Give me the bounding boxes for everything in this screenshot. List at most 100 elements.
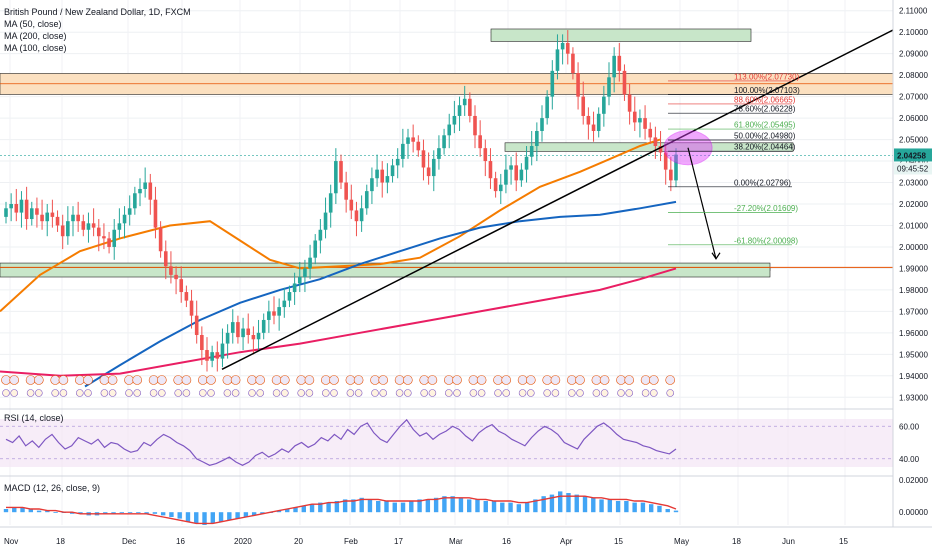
candle-body: [112, 229, 117, 247]
candle-body: [71, 214, 75, 222]
event-marker: [50, 375, 61, 385]
candle-body: [653, 137, 658, 147]
rsi-legend[interactable]: RSI (14, close): [4, 413, 64, 423]
candle-body: [24, 199, 29, 220]
current-price-tag: [894, 148, 932, 162]
price-tick-label: 2.09000: [899, 50, 928, 59]
drawings[interactable]: 113.00%(2.07730) 100.00%(2.07103)88.60%(2…: [221, 29, 894, 371]
candle-body: [535, 130, 539, 147]
candle-body: [395, 158, 400, 166]
macd-histogram-bar: [632, 502, 637, 513]
macd-histogram-bar: [574, 494, 579, 513]
event-marker: [469, 389, 478, 397]
candle-body: [122, 214, 127, 224]
ma200-legend[interactable]: MA (200, close): [4, 31, 67, 41]
event-marker: [640, 375, 651, 385]
event-marker: [420, 389, 429, 397]
event-marker: [272, 389, 281, 397]
event-marker: [248, 389, 256, 397]
candle-body: [205, 350, 209, 361]
event-marker: [100, 389, 109, 397]
macd-tick-label: 0.00000: [899, 508, 928, 517]
macd-histogram-bar: [103, 512, 108, 514]
macd-histogram-bar: [235, 512, 240, 519]
event-marker: [402, 375, 413, 385]
event-marker: [443, 375, 454, 385]
macd-histogram-bar: [36, 510, 42, 513]
candle-body: [308, 257, 312, 269]
event-marker: [575, 375, 585, 385]
candle-body: [509, 165, 513, 170]
macd-histogram-bar: [119, 512, 125, 513]
candle-body: [287, 292, 292, 301]
macd-histogram-bar: [566, 493, 571, 513]
price-tick-label: 2.04000: [899, 157, 928, 166]
candle-body: [524, 156, 529, 170]
macd-histogram-bar: [342, 499, 348, 513]
price-tick-label: 2.06000: [899, 114, 928, 123]
current-price-value: 2.04258: [897, 151, 926, 160]
event-marker: [33, 375, 44, 385]
candle-body: [282, 300, 287, 308]
macd-histogram-bar: [657, 505, 662, 513]
fib-level-label: 0.00%(2.02796): [734, 178, 791, 187]
event-marker: [182, 389, 191, 397]
candle-body: [452, 115, 457, 125]
event-marker: [666, 389, 675, 397]
event-marker: [304, 375, 315, 385]
candle-body: [19, 199, 24, 213]
event-marker: [394, 375, 405, 385]
ma100-legend[interactable]: MA (100, close): [4, 43, 67, 53]
candle-body: [648, 128, 653, 138]
event-marker: [230, 375, 241, 385]
candle-body: [241, 328, 245, 338]
macd-histogram-bar: [433, 497, 439, 513]
macd-histogram-bar: [293, 507, 298, 513]
event-marker: [576, 389, 584, 397]
macd-legend[interactable]: MACD (12, 26, close, 9): [4, 483, 101, 493]
event-marker: [247, 375, 257, 385]
candle-body: [153, 199, 158, 228]
event-marker: [297, 389, 306, 397]
event-marker: [158, 389, 166, 397]
event-marker: [2, 389, 10, 397]
candle-body: [81, 221, 86, 230]
macd-histogram-bar: [524, 502, 530, 513]
macd-histogram-bar: [69, 512, 75, 514]
event-marker: [75, 375, 85, 385]
event-marker: [600, 389, 609, 397]
candle-body: [519, 169, 524, 181]
macd-histogram-bar: [409, 501, 414, 513]
candle-body: [102, 236, 106, 239]
macd-histogram-bar: [12, 507, 17, 513]
candle-body: [663, 152, 668, 170]
symbol-title[interactable]: British Pound / New Zealand Dollar, 1D, …: [4, 7, 191, 17]
candle-body: [385, 176, 390, 183]
candle-body: [277, 307, 281, 316]
candle-body: [473, 115, 477, 136]
ma50-legend[interactable]: MA (50, close): [4, 19, 62, 29]
candle-body: [76, 214, 80, 222]
event-marker: [452, 375, 462, 385]
fib-level-label: 50.00%(2.04980): [734, 132, 796, 141]
event-marker: [149, 389, 158, 397]
price-tick-label: 2.02000: [899, 200, 928, 209]
macd-histogram-bar: [301, 505, 306, 513]
candle-body: [169, 266, 173, 275]
macd-histogram-bar: [582, 496, 588, 513]
event-marker: [34, 389, 43, 397]
trendline: [221, 29, 894, 371]
price-tick-label: 1.93000: [899, 393, 928, 402]
candle-body: [375, 169, 379, 179]
macd-histogram-bar: [615, 501, 621, 513]
macd-histogram-bar: [127, 512, 133, 513]
candle-body: [4, 208, 8, 217]
macd-histogram-bar: [467, 499, 472, 513]
macd-histogram-bar: [318, 502, 323, 513]
candle-body: [658, 146, 663, 153]
macd-histogram-bar: [491, 501, 497, 513]
event-marker: [10, 389, 18, 397]
candle-body: [586, 115, 591, 125]
macd-histogram-bar: [367, 499, 373, 513]
